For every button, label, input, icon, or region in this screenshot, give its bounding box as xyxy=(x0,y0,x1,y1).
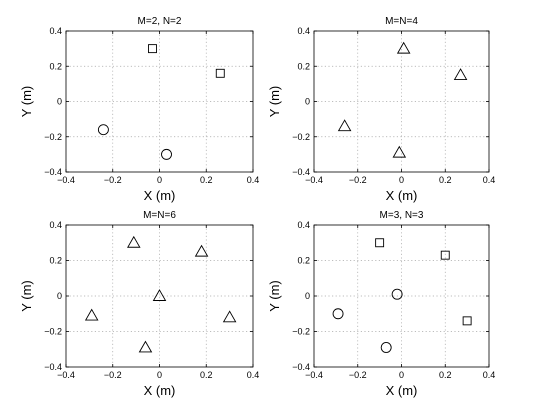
x-axis-label: X (m) xyxy=(144,383,176,398)
x-axis-label: X (m) xyxy=(144,188,176,203)
triangle-marker xyxy=(84,308,99,321)
chart-panel-3: −0.4 −0.2 0 0.2 0.4 −0.4 −0.2 0 0.2 0.4 M=N=6 X (m)… xyxy=(19,210,259,398)
y-tick-label: 0.2 xyxy=(49,61,62,71)
x-tick-label: 0.4 xyxy=(483,175,496,185)
triangle-marker xyxy=(396,41,411,54)
y-tick-label: 0 xyxy=(57,97,62,107)
square-marker xyxy=(375,238,385,248)
y-tick-label: 0.2 xyxy=(297,256,310,266)
circle-marker xyxy=(97,124,109,136)
x-tick-label: −0.2 xyxy=(349,175,367,185)
y-tick-label: −0.4 xyxy=(292,362,310,372)
chart-panel-4: −0.4 −0.2 0 0.2 0.4 −0.4 −0.2 0 0.2 0.4 M=3, N=3 X … xyxy=(267,210,495,398)
x-tick-label: −0.2 xyxy=(104,175,122,185)
x-tick-label: 0 xyxy=(399,370,404,380)
x-tick-label: 0 xyxy=(399,175,404,185)
y-axis-label: Y (m) xyxy=(267,86,282,118)
triangle-marker xyxy=(337,119,352,132)
x-tick-label: 0.4 xyxy=(247,175,260,185)
chart-title: M=N=6 xyxy=(143,210,176,221)
y-tick-label: 0.4 xyxy=(297,220,310,230)
y-tick-label: 0 xyxy=(305,97,310,107)
circle-marker xyxy=(332,308,344,320)
x-tick-label: 0.2 xyxy=(439,175,452,185)
circle-marker xyxy=(391,288,403,300)
y-tick-label: −0.4 xyxy=(44,362,62,372)
triangle-marker xyxy=(152,289,167,301)
x-tick-label: −0.2 xyxy=(349,370,367,380)
x-tick-label: 0 xyxy=(157,370,162,380)
y-axis-label: Y (m) xyxy=(267,280,282,312)
x-tick-label: −0.4 xyxy=(57,370,75,380)
y-tick-label: −0.4 xyxy=(44,167,62,177)
y-tick-label: −0.2 xyxy=(44,132,62,142)
circle-marker xyxy=(380,342,392,353)
x-tick-label: −0.2 xyxy=(104,370,122,380)
x-tick-label: 0.2 xyxy=(200,370,213,380)
x-tick-label: −0.4 xyxy=(305,370,323,380)
x-tick-label: 0.2 xyxy=(439,370,452,380)
y-tick-label: −0.2 xyxy=(292,132,310,142)
x-tick-label: 0.2 xyxy=(200,175,213,185)
y-tick-label: −0.2 xyxy=(44,327,62,337)
y-tick-label: −0.2 xyxy=(292,327,310,337)
y-tick-label: 0 xyxy=(305,291,310,301)
chart-title: M=3, N=3 xyxy=(380,210,424,221)
chart-title: M=N=4 xyxy=(385,16,418,27)
y-tick-label: 0.2 xyxy=(297,61,310,71)
chart-title: M=2, N=2 xyxy=(138,16,182,27)
square-marker xyxy=(440,250,450,260)
x-tick-label: −0.4 xyxy=(305,175,323,185)
triangle-marker xyxy=(453,68,468,81)
x-axis-label: X (m) xyxy=(386,383,418,398)
circle-marker xyxy=(161,148,172,160)
chart-panel-1: −0.4 −0.2 0 0.2 0.4 −0.4 −0.2 0 0.2 0.4 M=2, N=2 X … xyxy=(19,16,259,203)
triangle-marker xyxy=(222,310,237,323)
x-axis-label: X (m) xyxy=(386,188,418,203)
triangle-marker xyxy=(138,340,153,353)
triangle-marker xyxy=(127,235,141,248)
x-tick-label: 0.4 xyxy=(483,370,496,380)
y-tick-label: 0.4 xyxy=(49,26,62,36)
square-marker xyxy=(148,44,157,54)
x-tick-label: 0.4 xyxy=(247,370,260,380)
triangle-marker xyxy=(392,145,407,158)
y-tick-label: 0.2 xyxy=(49,256,62,266)
y-tick-label: 0 xyxy=(57,291,62,301)
y-tick-label: 0.4 xyxy=(49,220,62,230)
y-tick-label: −0.4 xyxy=(292,167,310,177)
square-marker xyxy=(462,316,472,326)
square-marker xyxy=(215,68,225,78)
y-tick-label: 0.4 xyxy=(297,26,310,36)
x-tick-label: 0 xyxy=(157,175,162,185)
y-axis-label: Y (m) xyxy=(19,86,34,118)
triangle-marker xyxy=(194,244,209,257)
y-axis-label: Y (m) xyxy=(19,280,34,312)
chart-panel-2: −0.4 −0.2 0 0.2 0.4 −0.4 −0.2 0 0.2 0.4 M=N=4 X (m)… xyxy=(267,16,495,203)
x-tick-label: −0.4 xyxy=(57,175,75,185)
